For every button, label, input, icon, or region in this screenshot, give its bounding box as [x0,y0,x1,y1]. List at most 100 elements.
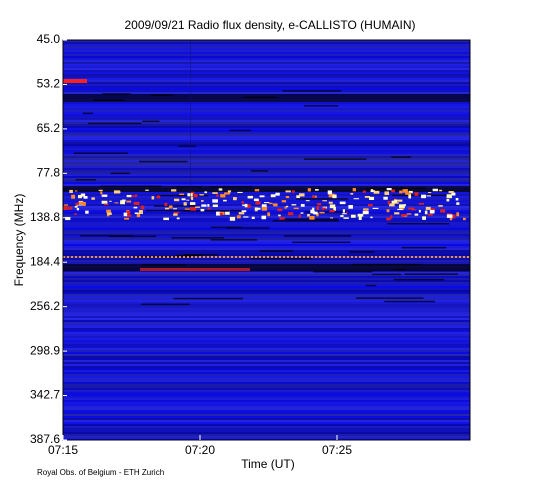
spectrogram-row [63,132,470,134]
burst-speckle [307,214,310,217]
interference-line [275,256,277,258]
burst-speckle [422,216,426,220]
spectrogram-row [63,366,470,368]
x-tick-label: 07:15 [48,443,78,457]
interference-line [387,256,389,258]
spectrogram-row [63,396,470,398]
spectrogram-row [63,42,470,44]
spectrogram-row [63,278,470,280]
spectrogram-dark-streak [387,222,450,225]
spectrogram-row [63,168,470,170]
burst-speckle [372,207,379,209]
burst-speckle [418,202,425,205]
interference-line [343,256,345,258]
spectrogram-row [63,66,470,68]
interference-line [339,256,341,258]
spectrogram-dark-streak [355,297,424,299]
y-tick-label: 184.4 [30,254,60,268]
spectrogram-row [63,86,470,88]
interference-line [175,256,177,258]
spectrogram-row [63,342,470,344]
spectrogram-dark-streak [176,254,202,257]
interference-line [363,256,365,258]
interference-line [203,256,205,258]
burst-speckle [216,194,219,197]
spectrogram-row [63,408,470,410]
interference-line [111,256,113,258]
interference-line [355,256,357,258]
burst-speckle [237,191,243,193]
burst-speckle [251,216,255,220]
interference-line [331,256,333,258]
burst-speckle [181,198,186,201]
spectrogram-row [63,244,470,246]
interference-line [235,256,237,258]
burst-speckle [98,189,103,192]
spectrogram-dark-streak [250,257,313,260]
burst-speckle [212,192,218,194]
burst-speckle [104,203,109,206]
burst-speckle [383,196,388,200]
interference-line [191,256,193,258]
burst-speckle [268,202,273,205]
spectrogram-row [63,198,470,200]
spectrogram-dark-streak [282,90,342,92]
spectrogram-row [63,256,470,258]
burst-speckle [296,195,300,199]
y-tick-label: 256.2 [30,299,60,313]
spectrogram-row [63,344,470,346]
burst-speckle [140,205,145,210]
spectrogram-row [63,200,470,202]
interference-line [179,256,181,258]
spectrogram-dark-streak [73,152,128,154]
spectrogram-row [63,74,470,76]
y-axis-label: Frequency (MHz) [12,194,26,287]
burst-speckle [408,190,413,194]
burst-speckle [264,202,270,204]
burst-speckle [285,190,291,193]
spectrogram-row [63,336,470,338]
spectrogram-dark-streak [178,145,196,147]
spectrogram-row [63,418,470,420]
burst-speckle [342,209,346,213]
burst-speckle [131,195,136,197]
spectrogram-dark-streak [313,270,373,273]
interference-line [103,256,105,258]
y-tick-label: 45.0 [37,32,61,46]
spectrogram-row [63,230,470,232]
spectrogram-row [63,48,470,50]
burst-speckle [243,216,249,218]
spectrogram-dark-streak [365,284,377,287]
burst-speckle [362,190,366,193]
burst-speckle [418,209,421,213]
interference-line [127,256,129,258]
spectrogram-row [63,412,470,414]
spectrogram-row [63,246,470,248]
burst-speckle [462,217,466,221]
burst-speckle [78,200,84,202]
spectrogram-row [63,236,470,238]
burst-speckle [286,205,289,208]
burst-speckle [370,190,376,193]
spectrogram-row [63,416,470,418]
spectrogram-row [63,328,470,330]
spectrogram-row [63,54,470,56]
spectrogram-row [63,400,470,402]
interference-line [123,256,125,258]
spectrogram-row [63,428,470,430]
spectrogram-row [63,370,470,372]
spectrogram-row [63,354,470,356]
spectrogram-row [63,108,470,110]
burst-speckle [309,215,315,220]
burst-speckle [401,214,404,217]
spectrogram-dark-streak [145,209,194,212]
burst-speckle [285,195,290,199]
spectrogram-row [63,122,470,124]
burst-speckle [451,192,456,196]
burst-speckle [328,201,333,204]
spectrogram-dark-streak [133,255,193,258]
spectrogram-row [63,182,470,184]
burst-speckle [134,194,138,197]
interference-line [187,256,189,258]
